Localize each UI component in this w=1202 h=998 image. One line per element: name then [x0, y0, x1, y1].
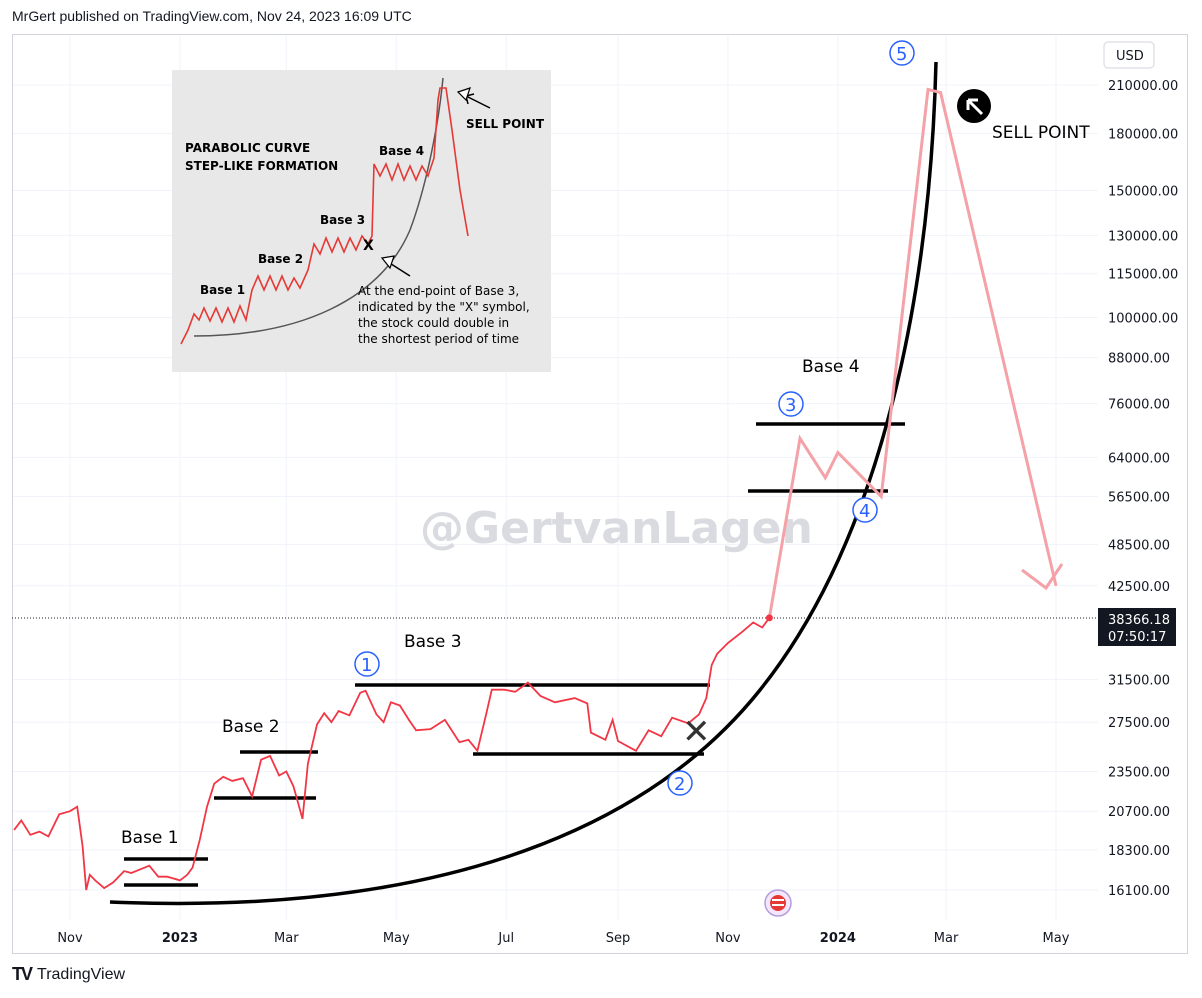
sell-point-arrow-icon [957, 89, 991, 123]
base4-label: Base 4 [802, 357, 860, 377]
y-tick-label: 115000.00 [1108, 268, 1178, 283]
base3-x-mark: ✕ [682, 712, 711, 752]
y-axis[interactable]: 210000.00 180000.00 150000.00 130000.00 1150… [1108, 79, 1178, 899]
y-tick-label: 48500.00 [1108, 538, 1170, 553]
y-tick-label: 42500.00 [1108, 580, 1170, 595]
y-tick-label: 23500.00 [1108, 765, 1170, 780]
base2-label: Base 2 [222, 717, 280, 737]
publisher-line: MrGert published on TradingView.com, Nov… [12, 8, 412, 24]
inset-note-2: indicated by the "X" symbol, [358, 300, 530, 314]
x-tick-label: Jul [497, 931, 514, 946]
x-tick-label: Mar [274, 931, 299, 946]
y-tick-label: 16100.00 [1108, 884, 1170, 899]
inset-background [172, 70, 551, 372]
parabolic-curve [109, 61, 938, 906]
y-tick-label: 180000.00 [1108, 127, 1178, 142]
inset-base1: Base 1 [200, 283, 245, 297]
y-tick-label: 76000.00 [1108, 398, 1170, 413]
y-tick-label: 27500.00 [1108, 716, 1170, 731]
x-tick-label: Nov [57, 931, 83, 946]
y-tick-label: 64000.00 [1108, 451, 1170, 466]
svg-text:4: 4 [859, 501, 870, 522]
currency-selector[interactable]: USD [1103, 41, 1155, 69]
y-tick-label: 130000.00 [1108, 229, 1178, 244]
svg-text:1: 1 [361, 655, 372, 676]
inset-arrow-icon [456, 87, 491, 109]
x-tick-label: Nov [715, 931, 741, 946]
inset-title-2: STEP-LIKE FORMATION [185, 159, 338, 173]
marker-5: 5 [889, 40, 915, 66]
svg-text:5: 5 [896, 44, 907, 65]
x-tick-label: 2023 [162, 931, 198, 946]
watermark: @GertvanLagen [420, 503, 813, 554]
sell-point-label: SELL POINT [992, 123, 1090, 143]
chart-frame [12, 34, 1188, 954]
y-tick-label: 18300.00 [1108, 844, 1170, 859]
last-price-dot [765, 614, 773, 622]
base1-label: Base 1 [121, 828, 179, 848]
x-tick-label: May [383, 931, 410, 946]
current-price-value: 38366.18 [1108, 613, 1170, 628]
footer-brand[interactable]: TV TradingView [12, 964, 125, 985]
inset-illustration: PARABOLIC CURVE STEP-LIKE FORMATION Base… [172, 70, 551, 372]
inset-note-1: At the end-point of Base 3, [358, 284, 519, 298]
y-tick-label: 20700.00 [1108, 805, 1170, 820]
tradingview-logo-icon: TV [12, 964, 33, 984]
x-tick-label: Mar [934, 931, 959, 946]
inset-price-line [180, 87, 469, 345]
projection-series-line [767, 87, 1058, 619]
marker-1: 1 [354, 651, 380, 677]
inset-x-mark: X [363, 238, 374, 254]
svg-text:3: 3 [785, 395, 796, 416]
event-flag-icon[interactable] [764, 889, 792, 917]
marker-2: 2 [667, 770, 693, 796]
marker-4: 4 [852, 497, 878, 523]
inset-sell-point: SELL POINT [466, 117, 545, 131]
y-tick-label: 31500.00 [1108, 674, 1170, 689]
inset-arrow-icon-2 [380, 255, 411, 277]
inset-base4: Base 4 [379, 144, 424, 158]
base3-label: Base 3 [404, 632, 462, 652]
x-tick-label: 2024 [820, 931, 856, 946]
marker-3: 3 [778, 391, 804, 417]
x-axis[interactable]: Nov 2023 Mar May Jul Sep Nov 2024 Mar May [57, 931, 1069, 946]
x-tick-label: May [1043, 931, 1070, 946]
inset-title-1: PARABOLIC CURVE [185, 141, 310, 155]
y-tick-label: 88000.00 [1108, 352, 1170, 367]
inset-base3: Base 3 [320, 213, 365, 227]
y-tick-label: 150000.00 [1108, 184, 1178, 199]
y-tick-label: 210000.00 [1108, 79, 1178, 94]
inset-base2: Base 2 [258, 252, 303, 266]
y-tick-label: 100000.00 [1108, 312, 1178, 327]
projection-arrowhead [1021, 563, 1064, 591]
price-series-line [13, 617, 771, 891]
countdown-timer: 07:50:17 [1108, 630, 1166, 645]
current-price-label: 38366.18 07:50:17 [1098, 608, 1176, 646]
inset-note-3: the stock could double in [358, 316, 509, 330]
currency-label: USD [1116, 49, 1144, 64]
inset-note-4: the shortest period of time [358, 332, 519, 346]
x-tick-label: Sep [606, 931, 631, 946]
footer-brand-name: TradingView [37, 965, 126, 983]
svg-text:2: 2 [674, 774, 685, 795]
y-tick-label: 56500.00 [1108, 491, 1170, 506]
